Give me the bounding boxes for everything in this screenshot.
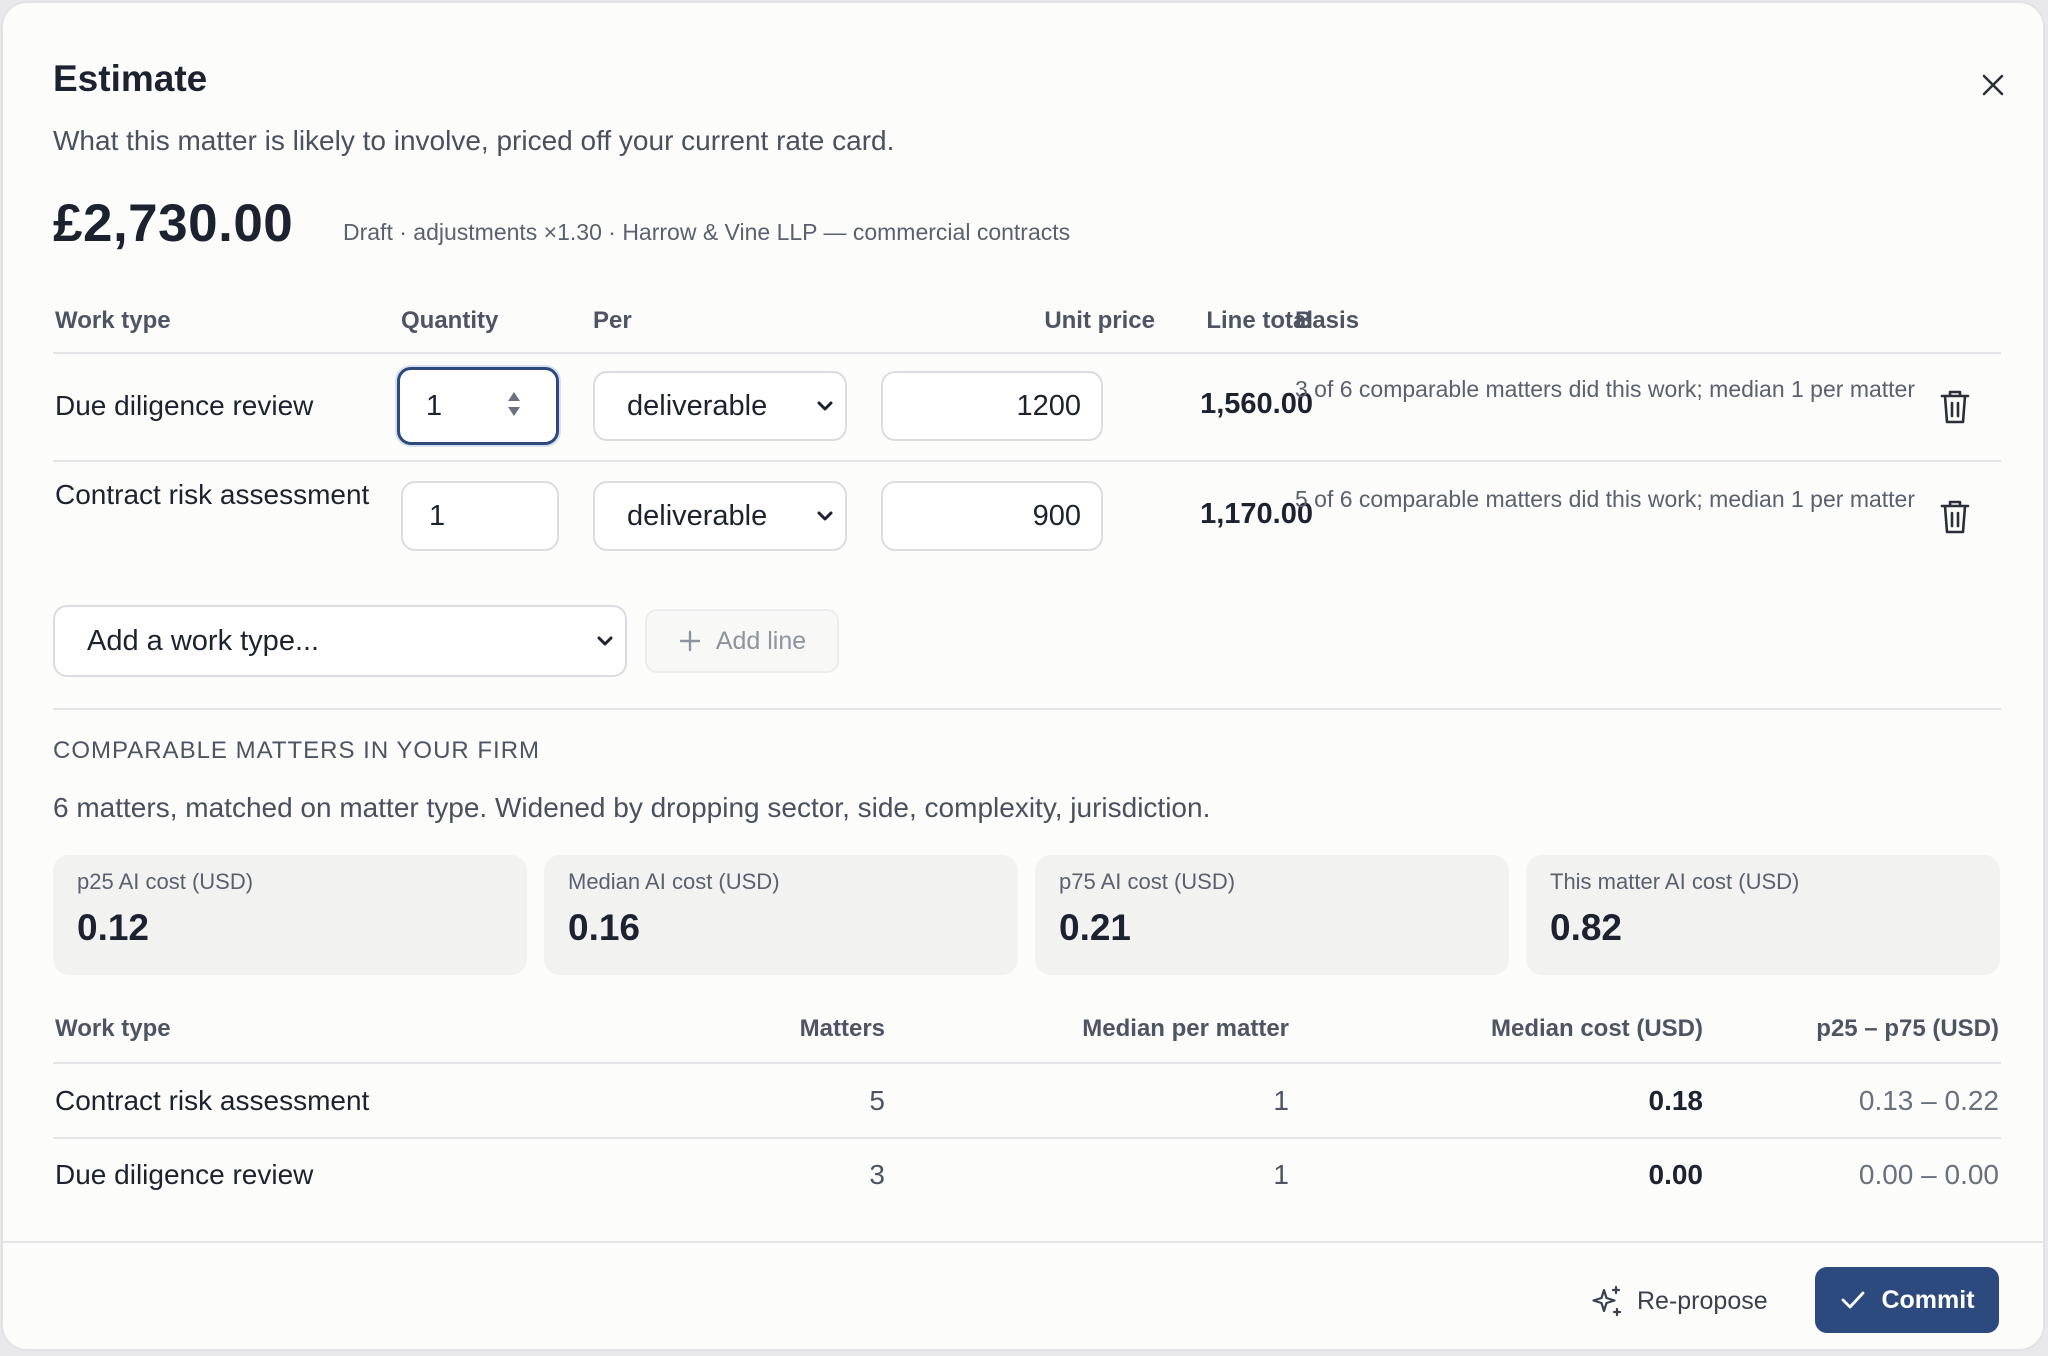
close-button[interactable] bbox=[1973, 65, 2013, 105]
plus-icon bbox=[679, 630, 701, 652]
header-quantity: Quantity bbox=[401, 307, 499, 334]
header-line-total: Line total bbox=[1206, 307, 1313, 334]
sparkles-icon bbox=[1592, 1285, 1622, 1317]
per-select[interactable]: deliverable bbox=[593, 481, 847, 551]
cmp-header-work-type: Work type bbox=[55, 1015, 171, 1042]
stat-label: Median AI cost (USD) bbox=[568, 869, 780, 894]
comparables-title: COMPARABLE MATTERS IN YOUR FIRM bbox=[53, 737, 541, 764]
cmp-row-median-cost: 0.00 bbox=[1648, 1159, 1704, 1190]
basis-text: 3 of 6 comparable matters did this work;… bbox=[1295, 376, 1916, 402]
stat-card-p25: p25 AI cost (USD) 0.12 bbox=[53, 855, 527, 975]
delete-line-button[interactable] bbox=[1937, 497, 1973, 537]
re-propose-button[interactable]: Re-propose bbox=[1589, 1275, 1768, 1327]
trash-icon bbox=[1940, 500, 1970, 534]
table-divider bbox=[53, 1137, 2001, 1139]
stat-value: 0.16 bbox=[568, 907, 641, 948]
header-unit-price: Unit price bbox=[1044, 307, 1155, 334]
chevron-down-icon bbox=[817, 511, 833, 521]
row-work-type: Due diligence review bbox=[55, 390, 314, 421]
per-select[interactable]: deliverable bbox=[593, 371, 847, 441]
quantity-value: 1 bbox=[429, 499, 446, 532]
cmp-row-median-per-matter: 1 bbox=[1273, 1085, 1289, 1116]
header-work-type: Work type bbox=[55, 307, 171, 334]
basis-text: 5 of 6 comparable matters did this work;… bbox=[1295, 486, 1916, 512]
unit-price-input[interactable]: 900 bbox=[881, 481, 1103, 551]
stat-label: This matter AI cost (USD) bbox=[1550, 869, 1800, 894]
commit-button[interactable]: Commit bbox=[1815, 1267, 1999, 1333]
add-line-button[interactable]: Add line bbox=[645, 609, 839, 673]
header-basis: Basis bbox=[1295, 307, 1360, 334]
table-divider bbox=[53, 1062, 2001, 1064]
close-icon bbox=[1982, 74, 2004, 96]
cmp-row-range: 0.00 – 0.00 bbox=[1858, 1159, 1999, 1190]
comparables-description: 6 matters, matched on matter type. Widen… bbox=[53, 792, 1211, 823]
table-divider bbox=[53, 460, 2001, 462]
dialog-title: Estimate bbox=[53, 58, 208, 99]
estimate-meta: Draft · adjustments ×1.30 · Harrow & Vin… bbox=[343, 219, 1071, 245]
per-select-value: deliverable bbox=[627, 389, 768, 422]
line-total: 1,560.00 bbox=[1200, 388, 1313, 420]
cmp-row-range: 0.13 – 0.22 bbox=[1858, 1085, 1999, 1116]
per-select-value: deliverable bbox=[627, 499, 768, 532]
add-work-type-placeholder: Add a work type... bbox=[87, 624, 320, 657]
stat-label: p25 AI cost (USD) bbox=[77, 869, 254, 894]
row-work-type: Contract risk assessment bbox=[55, 479, 370, 510]
estimate-total: £2,730.00 bbox=[53, 194, 294, 253]
spinner-arrows-icon[interactable] bbox=[506, 388, 522, 420]
unit-price-value: 1200 bbox=[1016, 389, 1081, 422]
trash-icon bbox=[1940, 390, 1970, 424]
check-icon bbox=[1842, 1291, 1865, 1309]
commit-label: Commit bbox=[1881, 1285, 1975, 1314]
quantity-stepper[interactable]: 1 bbox=[397, 367, 559, 445]
stat-card-this-matter: This matter AI cost (USD) 0.82 bbox=[1526, 855, 2000, 975]
unit-price-input[interactable]: 1200 bbox=[881, 371, 1103, 441]
footer-divider bbox=[3, 1241, 2043, 1243]
stat-card-p75: p75 AI cost (USD) 0.21 bbox=[1035, 855, 1509, 975]
dialog-subtitle: What this matter is likely to involve, p… bbox=[53, 125, 895, 156]
cmp-header-matters: Matters bbox=[799, 1015, 885, 1042]
stat-value: 0.21 bbox=[1059, 907, 1132, 948]
cmp-row-median-cost: 0.18 bbox=[1648, 1085, 1704, 1116]
add-line-label: Add line bbox=[715, 626, 807, 655]
cmp-row-work-type: Contract risk assessment bbox=[55, 1085, 370, 1116]
cmp-row-median-per-matter: 1 bbox=[1273, 1159, 1289, 1190]
stat-label: p75 AI cost (USD) bbox=[1059, 869, 1236, 894]
cmp-row-matters: 5 bbox=[869, 1085, 885, 1116]
cmp-row-matters: 3 bbox=[869, 1159, 885, 1190]
delete-line-button[interactable] bbox=[1937, 387, 1973, 427]
stat-value: 0.82 bbox=[1550, 907, 1623, 948]
quantity-value: 1 bbox=[426, 389, 443, 422]
re-propose-label: Re-propose bbox=[1637, 1286, 1768, 1315]
quantity-input[interactable]: 1 bbox=[401, 481, 559, 551]
stat-card-median: Median AI cost (USD) 0.16 bbox=[544, 855, 1018, 975]
unit-price-value: 900 bbox=[1032, 499, 1081, 532]
add-work-type-select[interactable]: Add a work type... bbox=[53, 605, 627, 677]
header-per: Per bbox=[593, 307, 632, 334]
cmp-header-range: p25 – p75 (USD) bbox=[1816, 1015, 1999, 1042]
cmp-header-median-cost: Median cost (USD) bbox=[1490, 1015, 1703, 1042]
table-divider bbox=[53, 352, 2001, 354]
cmp-row-work-type: Due diligence review bbox=[55, 1159, 314, 1190]
chevron-down-icon bbox=[817, 401, 833, 411]
stat-value: 0.12 bbox=[77, 907, 150, 948]
cmp-header-median-per-matter: Median per matter bbox=[1082, 1015, 1289, 1042]
section-divider bbox=[53, 708, 2001, 710]
chevron-down-icon bbox=[597, 636, 613, 646]
line-total: 1,170.00 bbox=[1200, 498, 1313, 530]
